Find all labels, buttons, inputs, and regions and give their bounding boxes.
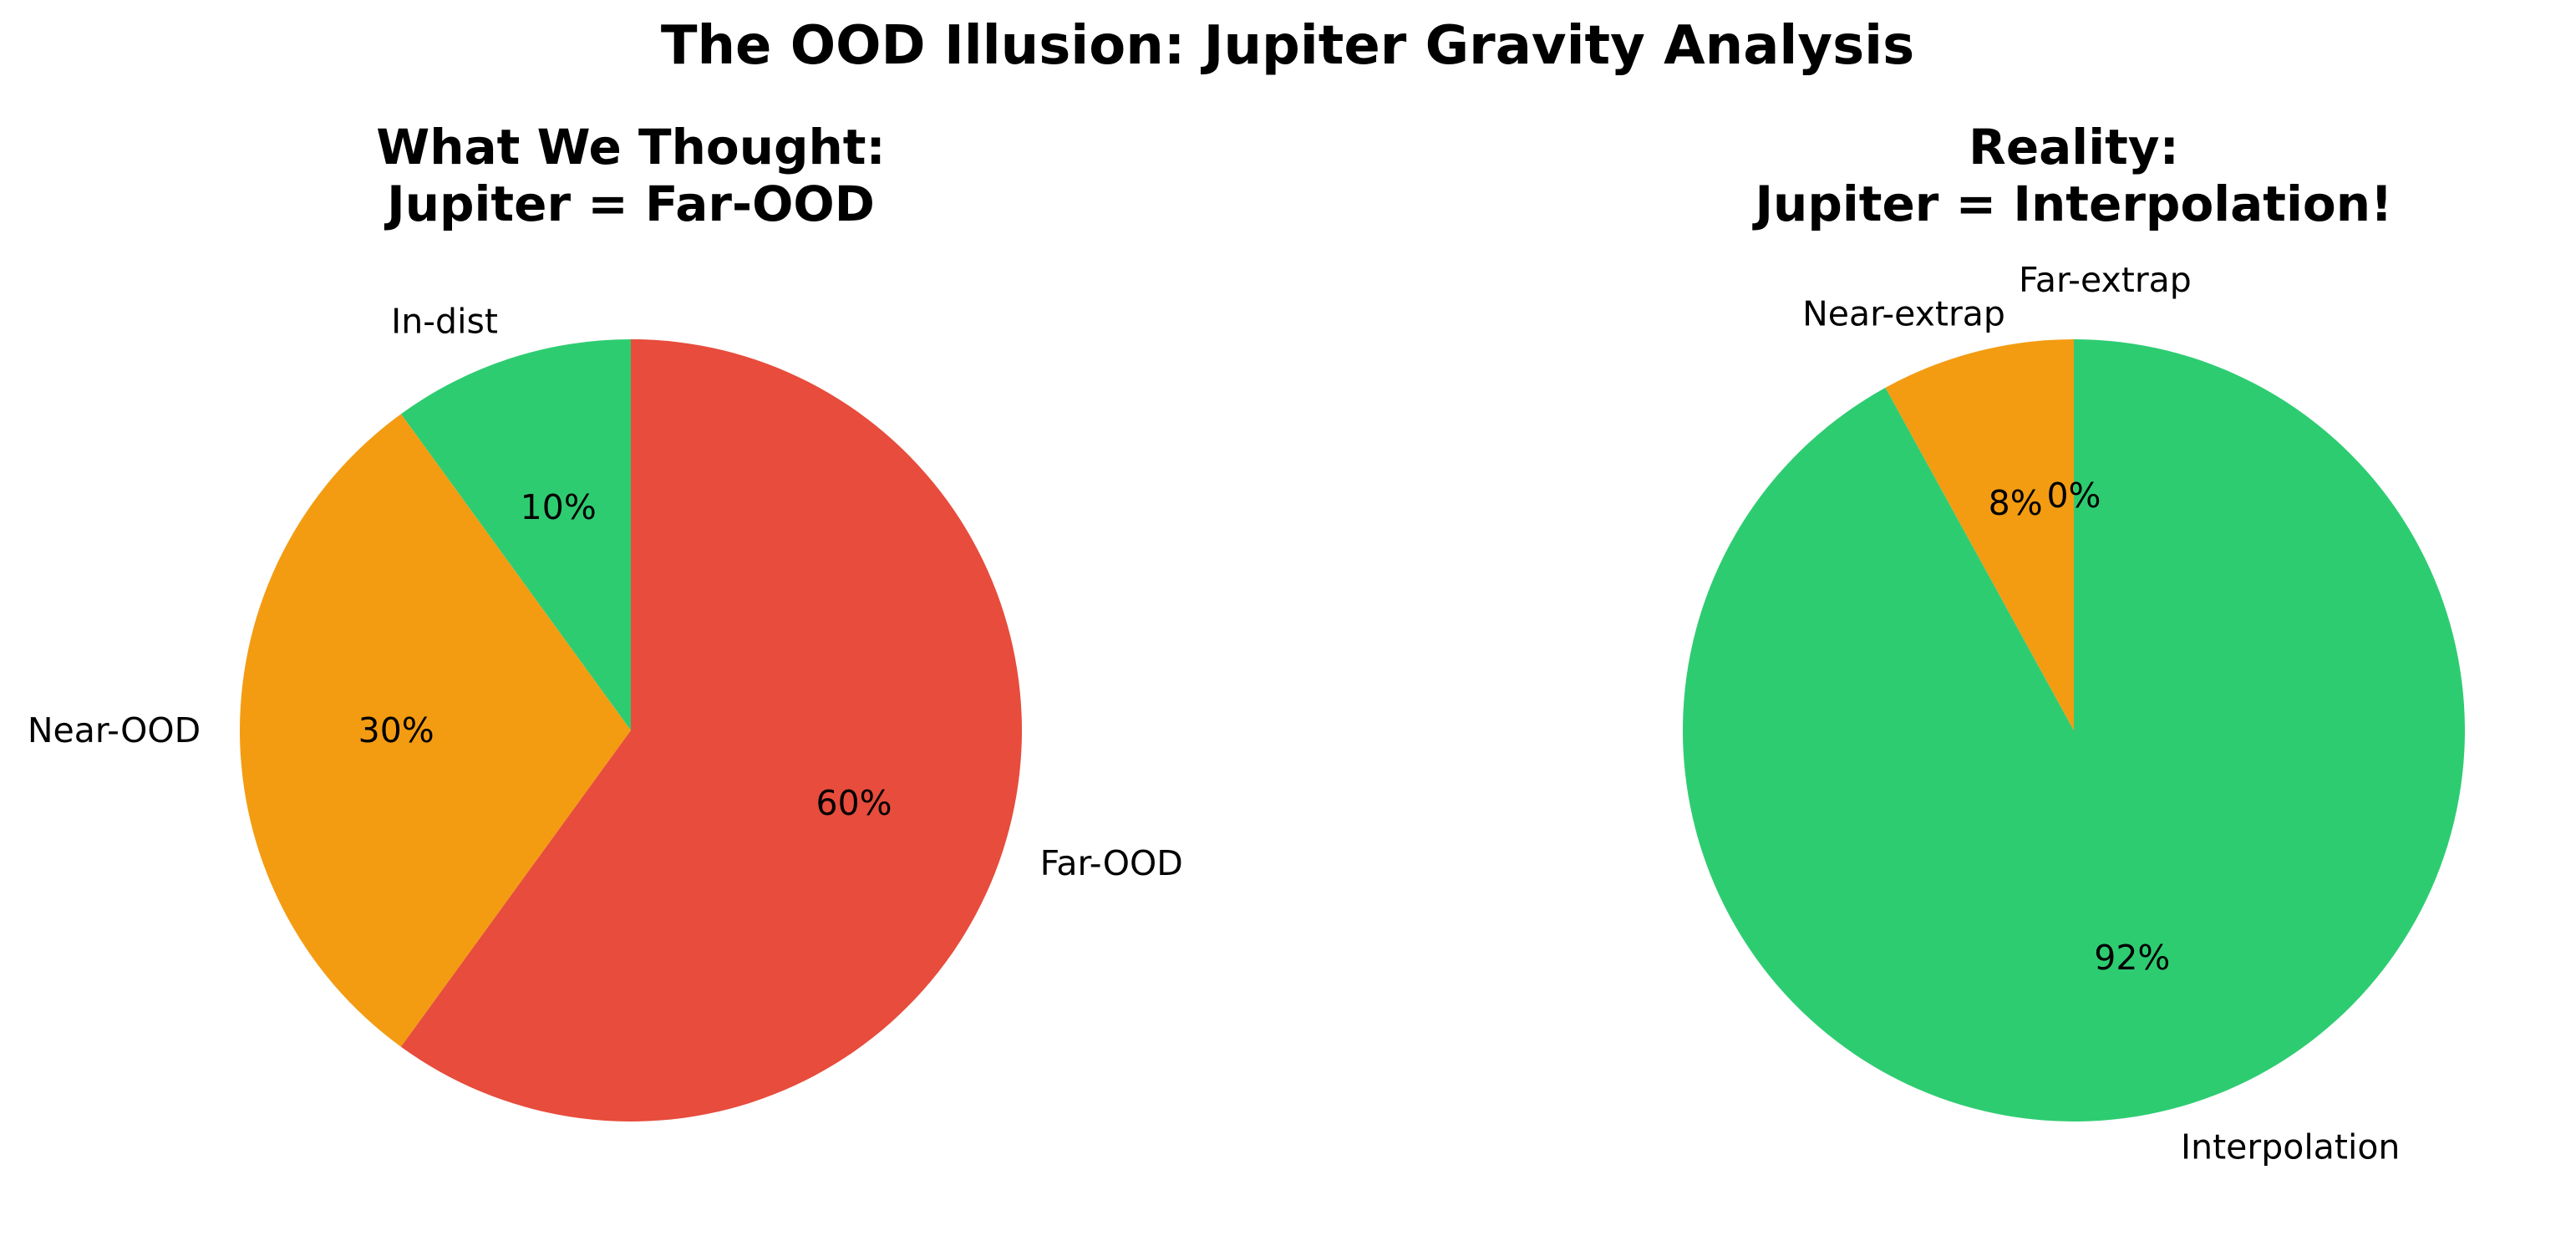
slice-percent-in-dist: 10% (521, 487, 597, 527)
figure-title: The OOD Illusion: Jupiter Gravity Analys… (661, 15, 1914, 77)
chart-title: Reality: Jupiter = Interpolation! (1751, 119, 2392, 232)
pie-slice-near-extrap (1885, 339, 2074, 730)
pie-slice-far-ood (400, 339, 1022, 1121)
slice-label-far-extrap: Far-extrap (2019, 260, 2192, 300)
pie-chart-reality: Reality: Jupiter = Interpolation! Interpol… (1683, 119, 2465, 1167)
pie-slice-near-ood (239, 414, 631, 1047)
slice-percent-far-extrap: 0% (2046, 476, 2101, 516)
slice-label-in-dist: In-dist (391, 301, 498, 341)
chart-title: What We Thought: Jupiter = Far-OOD (376, 119, 885, 232)
slice-percent-interpolation: 92% (2094, 938, 2170, 978)
slice-label-near-extrap: Near-extrap (1802, 293, 2005, 333)
slice-percent-near-extrap: 8% (1989, 483, 2043, 523)
slice-label-interpolation: Interpolation (2181, 1127, 2400, 1167)
slice-label-far-ood: Far-OOD (1040, 843, 1183, 883)
pie-chart-what-we-thought: What We Thought: Jupiter = Far-OOD In-dist… (28, 119, 1183, 1121)
slice-percent-near-ood: 30% (358, 710, 434, 750)
pie-slice-in-dist (400, 339, 631, 730)
slice-label-near-ood: Near-OOD (28, 710, 201, 750)
slice-percent-far-ood: 60% (815, 783, 892, 823)
